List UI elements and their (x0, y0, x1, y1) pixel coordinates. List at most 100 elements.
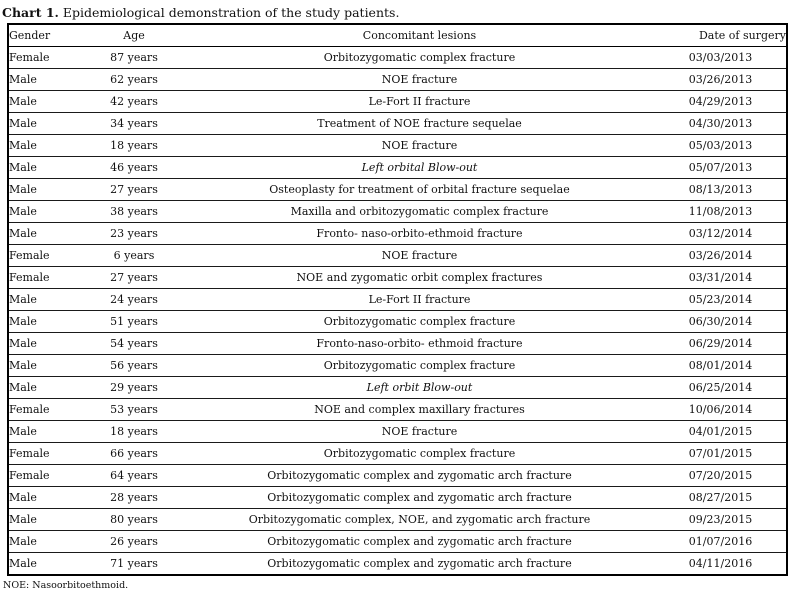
gender-cell: Male (8, 552, 84, 575)
table-row: Female 6 years NOE fracture 03/26/2014 (8, 244, 787, 267)
date-cell: 05/07/2013 (655, 156, 787, 179)
gender-cell: Female (9, 51, 50, 64)
date-cell: 08/13/2013 (655, 178, 787, 201)
table-row: Male 27 years Osteoplasty for treatment of… (8, 178, 787, 201)
date-cell: 03/26/2013 (655, 68, 787, 91)
table-row: Male 34 years Treatment of NOE fracture se… (8, 112, 787, 135)
table-row: Female 87 years Orbitozygomatic complex fr… (8, 47, 787, 69)
date-cell: 05/03/2013 (655, 134, 787, 157)
date-cell: 11/08/2013 (655, 200, 787, 223)
date-cell: 04/01/2015 (655, 420, 787, 443)
lesion-cell: Orbitozygomatic complex and zygomatic ar… (184, 486, 655, 509)
date-cell: 04/11/2016 (655, 552, 787, 575)
age-cell: 54 years (84, 332, 184, 355)
date-cell: 01/07/2016 (655, 530, 787, 553)
gender-cell: Male (8, 200, 84, 223)
age-cell: 18 years (84, 420, 184, 443)
gender-cell: Male (8, 288, 84, 311)
age-cell: 87 years (110, 51, 158, 64)
age-cell: 23 years (84, 222, 184, 245)
age-cell: 64 years (84, 464, 184, 487)
date-cell: 10/06/2014 (655, 398, 787, 421)
age-cell: 42 years (84, 90, 184, 113)
table-title-label: Chart 1. (2, 5, 59, 20)
table-row: Male 24 years Le-Fort II fracture 05/23/201… (8, 288, 787, 311)
date-cell: 07/01/2015 (655, 442, 787, 465)
table-row: Female 53 years NOE and complex maxillary … (8, 398, 787, 421)
date-cell: 08/01/2014 (655, 354, 787, 377)
table-row: Male 29 years Left orbit Blow-out 06/25/201… (8, 376, 787, 399)
table-title-text: Epidemiological demonstration of the stu… (58, 5, 400, 20)
age-cell: 38 years (84, 200, 184, 223)
table-row: Male 38 years Maxilla and orbitozygomatic … (8, 200, 787, 223)
lesion-cell: Orbitozygomatic complex and zygomatic ar… (184, 552, 655, 575)
lesion-cell: NOE fracture (184, 420, 655, 443)
age-cell: 24 years (84, 288, 184, 311)
age-cell: 66 years (84, 442, 184, 465)
gender-cell: Male (8, 376, 84, 399)
table-row: Male 56 years Orbitozygomatic complex frac… (8, 354, 787, 377)
lesion-cell: Osteoplasty for treatment of orbital fra… (184, 178, 655, 201)
lesion-cell: Fronto- naso-orbito-ethmoid fracture (184, 222, 655, 245)
table-row: Male 46 years Left orbital Blow-out 05/07/2… (8, 156, 787, 179)
gender-cell: Female (8, 464, 84, 487)
lesion-cell: NOE and zygomatic orbit complex fracture… (184, 266, 655, 289)
age-cell: 28 years (84, 486, 184, 509)
age-cell: 27 years (84, 266, 184, 289)
lesion-cell: Orbitozygomatic complex fracture (184, 310, 655, 333)
lesion-cell: Orbitozygomatic complex, NOE, and zygoma… (184, 508, 655, 531)
date-cell: 06/30/2014 (655, 310, 787, 333)
table-header: Gender Age Concomitant lesions Date of s… (8, 24, 787, 47)
lesion-cell: NOE and complex maxillary fractures (184, 398, 655, 421)
gender-cell: Male (8, 354, 84, 377)
header-row: Gender Age Concomitant lesions Date of s… (8, 24, 787, 47)
table-row: Male 18 years NOE fracture 04/01/2015 (8, 420, 787, 443)
age-cell: 34 years (84, 112, 184, 135)
column-header-gender: Gender (8, 24, 84, 47)
table-row: Female 66 years Orbitozygomatic complex fr… (8, 442, 787, 465)
lesion-cell: Left orbital Blow-out (184, 156, 655, 179)
gender-cell: Male (8, 112, 84, 135)
gender-cell: Male (8, 222, 84, 245)
date-cell: 07/20/2015 (655, 464, 787, 487)
date-cell: 03/12/2014 (655, 222, 787, 245)
lesion-cell: Treatment of NOE fracture sequelae (184, 112, 655, 135)
lesion-cell: NOE fracture (184, 68, 655, 91)
lesion-cell: Left orbit Blow-out (184, 376, 655, 399)
table-row: Male 42 years Le-Fort II fracture 04/29/201… (8, 90, 787, 113)
age-cell: 27 years (84, 178, 184, 201)
gender-cell: Female (8, 442, 84, 465)
table-row: Male 80 years Orbitozygomatic complex, NOE… (8, 508, 787, 531)
lesion-cell: Le-Fort II fracture (184, 90, 655, 113)
gender-cell: Female (8, 244, 84, 267)
gender-cell: Male (8, 332, 84, 355)
lesion-cell: Le-Fort II fracture (184, 288, 655, 311)
date-cell: 09/23/2015 (655, 508, 787, 531)
date-cell: 04/29/2013 (655, 90, 787, 113)
age-cell: 62 years (84, 68, 184, 91)
table-body: Female 87 years Orbitozygomatic complex fr… (8, 47, 787, 575)
age-cell: 6 years (84, 244, 184, 267)
table-row: Male 71 years Orbitozygomatic complex and … (8, 552, 787, 575)
age-cell: 29 years (84, 376, 184, 399)
lesion-cell: Maxilla and orbitozygomatic complex frac… (184, 200, 655, 223)
gender-cell: Female (8, 266, 84, 289)
age-cell: 51 years (84, 310, 184, 333)
age-cell: 26 years (84, 530, 184, 553)
gender-cell: Male (8, 508, 84, 531)
date-cell: 04/30/2013 (655, 112, 787, 135)
gender-cell: Male (8, 134, 84, 157)
age-cell: 56 years (84, 354, 184, 377)
gender-cell: Male (8, 486, 84, 509)
date-cell: 03/31/2014 (655, 266, 787, 289)
lesion-cell: Orbitozygomatic complex and zygomatic ar… (184, 530, 655, 553)
age-cell: 53 years (84, 398, 184, 421)
table-row: Female 27 years NOE and zygomatic orbit co… (8, 266, 787, 289)
gender-cell: Male (8, 310, 84, 333)
table-row: Male 18 years NOE fracture 05/03/2013 (8, 134, 787, 157)
date-cell: 05/23/2014 (655, 288, 787, 311)
lesion-cell: Orbitozygomatic complex fracture (184, 442, 655, 465)
table-row: Male 54 years Fronto-naso-orbito- ethmoid … (8, 332, 787, 355)
footnote: NOE: Nasoorbitoethmoid. (3, 580, 129, 591)
column-header-age: Age (84, 24, 184, 47)
